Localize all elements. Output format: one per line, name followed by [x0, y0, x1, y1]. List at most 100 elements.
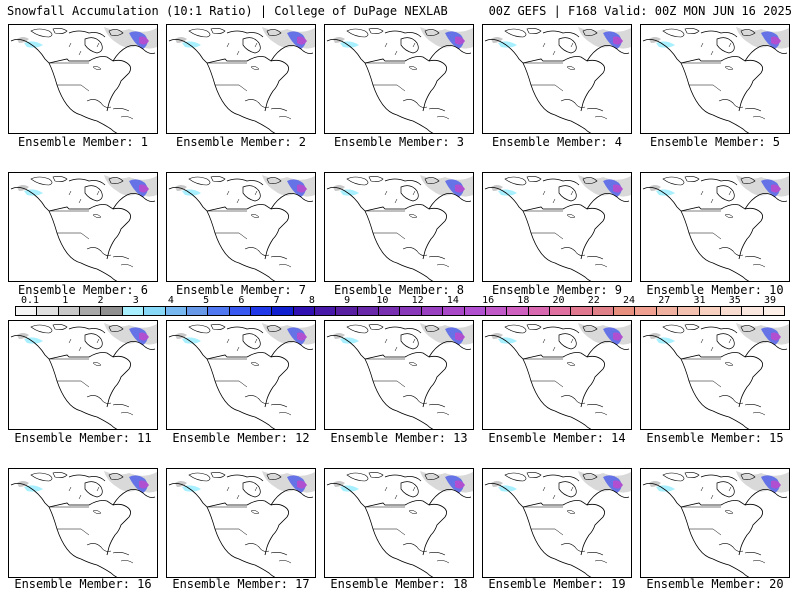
colorbar-tick-labels: 0.1 1 2 3 4 5 6 7 8 9 10 12 14 16 18 20 22 24 27 31 35 39: [0, 295, 800, 307]
ensemble-member-map: [166, 24, 316, 134]
colorbar-cell: [507, 307, 529, 315]
colorbar-cell: [678, 307, 700, 315]
ensemble-member-map: [166, 468, 316, 578]
colorbar-tick-label: 16: [482, 295, 495, 306]
ensemble-member-label: Ensemble Member: 15: [646, 431, 784, 445]
colorbar-cell: [742, 307, 764, 315]
ensemble-member-label: Ensemble Member: 12: [172, 431, 310, 445]
colorbar-tick-label: 24: [623, 295, 636, 306]
colorbar-tick-label: 12: [411, 295, 424, 306]
ensemble-member-label: Ensemble Member: 5: [649, 135, 781, 149]
colorbar-tick-label: 0.1: [20, 295, 40, 306]
colorbar-tick-label: 9: [344, 295, 351, 306]
ensemble-member-map: [482, 172, 632, 282]
ensemble-member-label: Ensemble Member: 6: [17, 283, 149, 297]
ensemble-member-label: Ensemble Member: 16: [14, 577, 152, 591]
colorbar-cell: [400, 307, 422, 315]
colorbar-cell: [293, 307, 316, 315]
ensemble-member-map: [640, 24, 790, 134]
colorbar-cell: [272, 307, 294, 315]
colorbar-cell: [528, 307, 550, 315]
ensemble-member-label: Ensemble Member: 17: [172, 577, 310, 591]
colorbar-tick-label: 27: [658, 295, 671, 306]
colorbar-cell: [421, 307, 444, 315]
ensemble-member-map: [482, 24, 632, 134]
colorbar-cell: [101, 307, 123, 315]
ensemble-member-map: [324, 172, 474, 282]
colorbar-cell: [443, 307, 465, 315]
ensemble-member-label: Ensemble Member: 19: [488, 577, 626, 591]
colorbar-tick-label: 3: [132, 295, 139, 306]
ensemble-member-map: [166, 320, 316, 430]
colorbar-cell: [229, 307, 251, 315]
ensemble-member-label: Ensemble Member: 13: [330, 431, 468, 445]
colorbar-tick-label: 20: [552, 295, 565, 306]
map-title: Snowfall Accumulation (10:1 Ratio) | Col…: [7, 4, 448, 18]
ensemble-member-label: Ensemble Member: 8: [333, 283, 465, 297]
ensemble-member-map: [324, 468, 474, 578]
colorbar-tick-label: 6: [238, 295, 245, 306]
colorbar-cell: [186, 307, 209, 315]
colorbar-cell: [315, 307, 337, 315]
ensemble-member-map: [640, 468, 790, 578]
colorbar-cell: [379, 307, 401, 315]
ensemble-member-label: Ensemble Member: 11: [14, 431, 152, 445]
colorbar-tick-label: 35: [728, 295, 741, 306]
colorbar-cell: [614, 307, 636, 315]
snowfall-colorbar: [15, 306, 785, 316]
colorbar-tick-label: 1: [62, 295, 69, 306]
ensemble-member-label: Ensemble Member: 7: [175, 283, 307, 297]
colorbar-tick-label: 10: [376, 295, 389, 306]
ensemble-member-label: Ensemble Member: 4: [491, 135, 623, 149]
colorbar-cell: [58, 307, 81, 315]
colorbar-tick-label: 8: [308, 295, 315, 306]
ensemble-member-label: Ensemble Member: 2: [175, 135, 307, 149]
colorbar-tick-label: 7: [273, 295, 280, 306]
colorbar-cell: [485, 307, 508, 315]
colorbar-cell: [80, 307, 102, 315]
ensemble-member-label: Ensemble Member: 9: [491, 283, 623, 297]
ensemble-member-map: [640, 320, 790, 430]
colorbar-tick-label: 4: [167, 295, 174, 306]
colorbar-tick-label: 39: [763, 295, 777, 306]
colorbar-cell: [699, 307, 721, 315]
colorbar-cell: [37, 307, 59, 315]
colorbar-cell: [720, 307, 743, 315]
colorbar-tick-label: 31: [693, 295, 706, 306]
colorbar-tick-label: 14: [446, 295, 459, 306]
colorbar-cell: [16, 307, 38, 315]
ensemble-member-map: [324, 24, 474, 134]
colorbar-tick-label: 5: [203, 295, 210, 306]
colorbar-cell: [763, 307, 784, 315]
colorbar-cell: [144, 307, 166, 315]
ensemble-member-map: [324, 320, 474, 430]
colorbar-tick-label: 22: [587, 295, 600, 306]
ensemble-member-map: [8, 172, 158, 282]
colorbar-cell: [208, 307, 230, 315]
colorbar-cell: [250, 307, 273, 315]
ensemble-member-map: [482, 320, 632, 430]
colorbar-cell: [571, 307, 593, 315]
colorbar-cell: [122, 307, 145, 315]
ensemble-member-map: [8, 320, 158, 430]
ensemble-member-label: Ensemble Member: 1: [17, 135, 149, 149]
colorbar-cell: [464, 307, 486, 315]
ensemble-member-map: [482, 468, 632, 578]
ensemble-member-label: Ensemble Member: 10: [646, 283, 784, 297]
ensemble-member-map: [8, 468, 158, 578]
ensemble-member-map: [640, 172, 790, 282]
colorbar-cell: [549, 307, 572, 315]
colorbar-tick-label: 2: [97, 295, 104, 306]
colorbar-cell: [635, 307, 657, 315]
colorbar-cell: [656, 307, 679, 315]
ensemble-member-map: [8, 24, 158, 134]
ensemble-member-label: Ensemble Member: 14: [488, 431, 626, 445]
ensemble-member-label: Ensemble Member: 20: [646, 577, 784, 591]
ensemble-member-label: Ensemble Member: 18: [330, 577, 468, 591]
colorbar-cell: [357, 307, 380, 315]
ensemble-member-map: [166, 172, 316, 282]
ensemble-member-label: Ensemble Member: 3: [333, 135, 465, 149]
colorbar-cell: [592, 307, 615, 315]
colorbar-cell: [336, 307, 358, 315]
colorbar-tick-label: 18: [517, 295, 530, 306]
